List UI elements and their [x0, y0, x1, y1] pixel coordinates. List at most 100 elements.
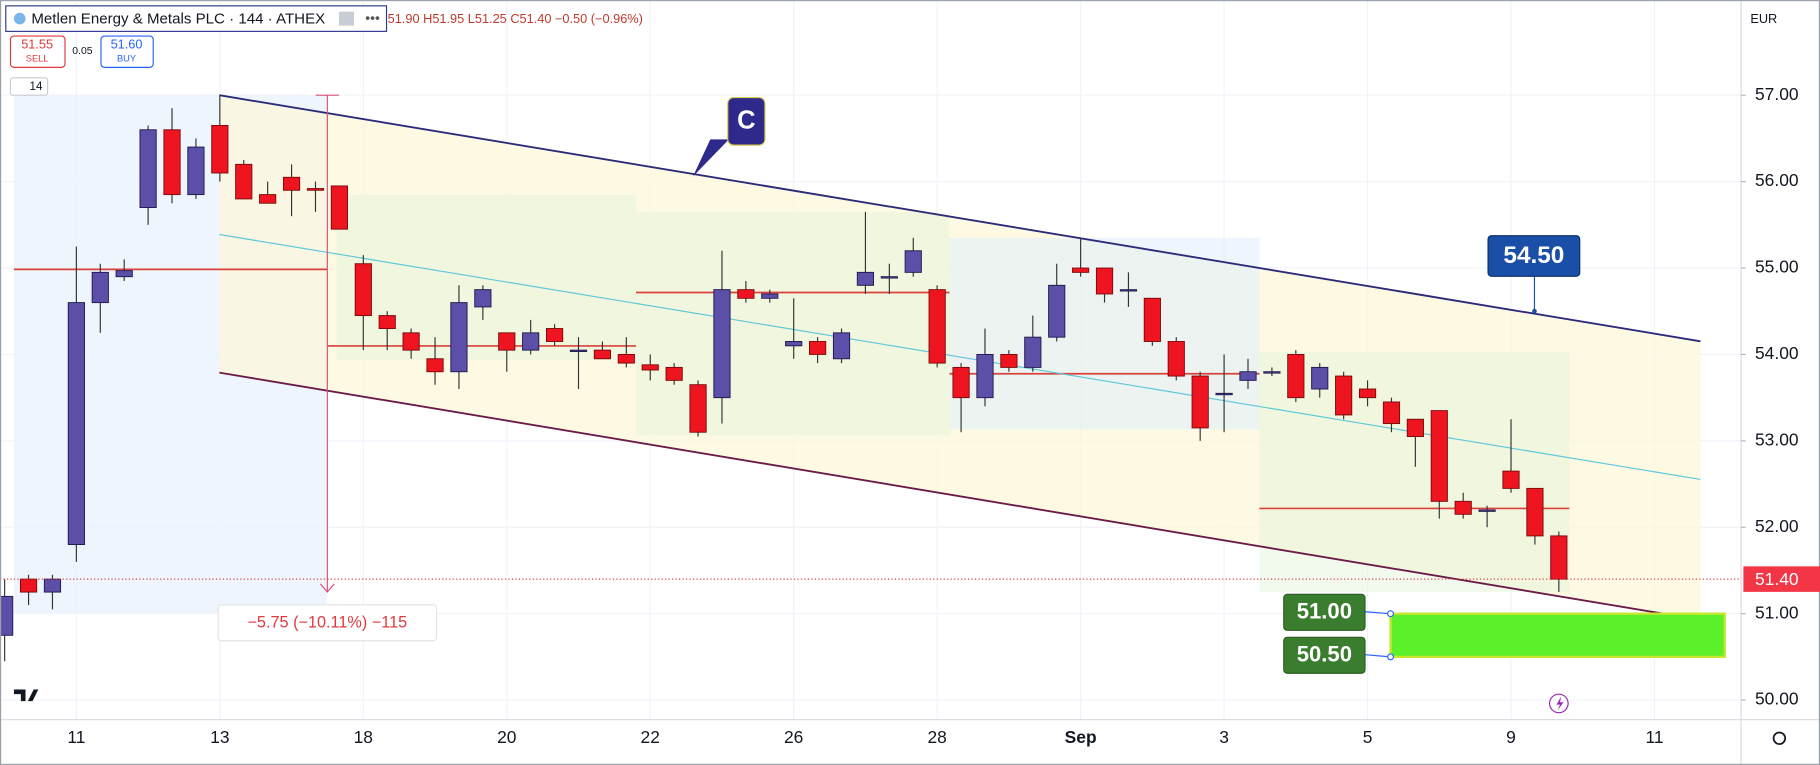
candle-body	[856, 271, 875, 286]
event-icon[interactable]	[1548, 693, 1569, 714]
sell-price: 51.55	[21, 37, 53, 52]
target-zone	[1389, 612, 1726, 659]
candle-body	[976, 353, 994, 399]
flag-icon[interactable]	[338, 11, 355, 26]
candle-body	[306, 188, 325, 191]
y-tick-label: 56.00	[1755, 170, 1799, 190]
buy-price: 51.60	[111, 37, 143, 52]
marks: 51.00 50.50 54.50	[0, 95, 1742, 674]
channel-lower	[219, 371, 1701, 621]
profile-zone	[336, 195, 637, 360]
sell-label: SELL	[26, 54, 49, 64]
target-label: 54.50	[1503, 242, 1564, 269]
ohlc-text: 51.90 H51.95 L51.25 C51.40 −0.50 (−0.96%…	[388, 11, 643, 26]
x-tick-label: 11	[1645, 727, 1663, 747]
candle-body	[1406, 418, 1424, 438]
badge[interactable]	[9, 77, 49, 96]
target-anchor	[1532, 308, 1537, 314]
y-tick-label: 55.00	[1755, 257, 1799, 277]
candle-body	[1048, 284, 1066, 338]
badge-label: 14	[30, 80, 43, 93]
candle-body	[641, 364, 659, 371]
more-icon[interactable]: •••	[365, 9, 380, 25]
profile-zone	[636, 212, 950, 436]
candle-body	[1263, 371, 1281, 374]
candle-body	[163, 129, 181, 196]
candle-body	[665, 366, 683, 381]
x-tick-label: 13	[210, 727, 229, 747]
candle-body	[1143, 297, 1161, 342]
x-tick-label: 26	[784, 727, 803, 747]
candle-body	[761, 293, 779, 299]
candle-body	[259, 194, 277, 204]
measure-box	[217, 604, 438, 642]
candle-body	[1526, 487, 1544, 537]
candle-body	[43, 578, 62, 593]
symbol-title: Metlen Energy & Metals PLC · 144 · ATHEX	[31, 11, 325, 28]
candle-body	[67, 302, 85, 546]
callout-label: C	[737, 107, 755, 135]
candle-body	[1502, 470, 1520, 489]
measure-label: −5.75 (−10.11%) −115	[247, 614, 407, 632]
zone-connector	[1364, 654, 1391, 658]
zone-box	[1283, 593, 1366, 631]
zone-connector	[1364, 611, 1391, 615]
currency: EUR	[1750, 11, 1777, 26]
zone-anchor	[1387, 610, 1395, 618]
candle-body	[450, 302, 468, 373]
candle-body	[1095, 267, 1114, 295]
candle-body	[1239, 371, 1257, 381]
y-tick-label: 53.00	[1755, 429, 1799, 449]
settings-icon[interactable]	[1772, 731, 1787, 745]
candle-body	[0, 595, 14, 636]
candle-body	[522, 332, 540, 351]
y-tick-label: 57.00	[1755, 84, 1799, 104]
candle-body	[569, 349, 588, 352]
candle-body	[1550, 535, 1568, 580]
candle-body	[1382, 401, 1401, 425]
candle-body	[928, 289, 946, 364]
candle-body	[1335, 375, 1353, 416]
candle-body	[832, 332, 851, 360]
target-box	[1487, 235, 1581, 277]
logo	[13, 689, 39, 702]
y-tick-label: 50.00	[1755, 689, 1799, 709]
candle-body	[330, 185, 348, 230]
zone-label: 51.00	[1297, 599, 1352, 624]
candle-body	[713, 289, 731, 399]
x-tick-label: 20	[497, 727, 516, 747]
candle-body	[474, 289, 492, 308]
last-price-tag	[1743, 566, 1820, 592]
callout-box	[727, 96, 766, 146]
candle-body	[1287, 353, 1305, 399]
candle-body	[1167, 341, 1185, 377]
candle-body	[19, 578, 38, 593]
x-tick-label: 5	[1363, 727, 1373, 747]
channel-mid	[219, 233, 1701, 480]
candle-body	[880, 276, 898, 279]
zone-box	[1283, 636, 1366, 674]
buy-button[interactable]	[100, 35, 154, 68]
symbol-icon	[13, 12, 26, 25]
candle-body	[187, 146, 205, 196]
candle-body	[1311, 366, 1329, 390]
candle-body	[139, 129, 157, 209]
spread: 0.05	[72, 46, 93, 57]
candle-body	[282, 176, 301, 191]
event-bolt	[1556, 696, 1564, 711]
candle-body	[354, 263, 372, 317]
y-tick-label: 52.00	[1755, 516, 1799, 536]
candle-body	[402, 332, 420, 351]
last-price-label: 51.40	[1755, 569, 1799, 589]
buy-label: BUY	[117, 54, 136, 64]
candle-body	[1478, 509, 1496, 512]
x-tick-label: 28	[927, 727, 946, 747]
candle-body	[1215, 392, 1233, 396]
symbol-box	[5, 5, 388, 32]
candle-body	[498, 332, 516, 351]
candle-body	[1430, 410, 1448, 502]
candle-body	[115, 270, 133, 278]
sell-button[interactable]	[9, 35, 66, 68]
